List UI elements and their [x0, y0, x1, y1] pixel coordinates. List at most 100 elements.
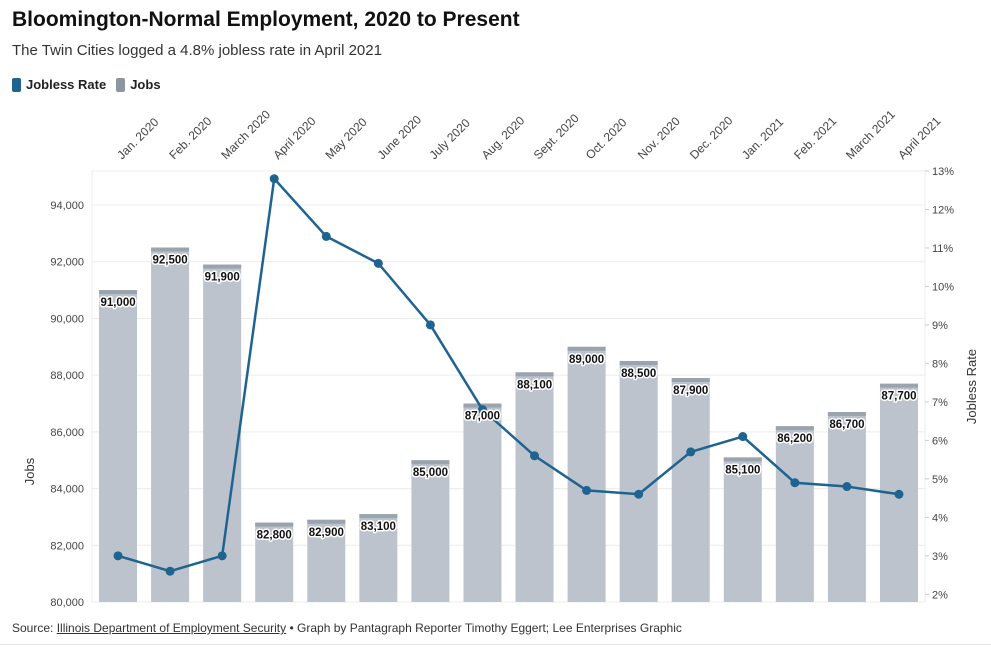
jobless-rate-point[interactable]	[113, 551, 123, 561]
footer-prefix: Source:	[12, 621, 57, 635]
x-tick-label: Aug. 2020	[479, 113, 528, 162]
jobless-rate-point[interactable]	[477, 405, 487, 415]
bar-jobs[interactable]	[775, 426, 814, 602]
jobless-rate-point[interactable]	[165, 566, 175, 576]
x-tick-label: Oct. 2020	[583, 115, 630, 162]
x-tick-label: March 2020	[218, 107, 273, 162]
x-tick-label: June 2020	[375, 112, 425, 162]
bar-data-label: 87,900	[673, 385, 708, 397]
bar-data-label: 85,000	[413, 467, 448, 479]
bar-jobs[interactable]	[463, 403, 502, 602]
jobless-rate-point[interactable]	[425, 320, 435, 330]
legend-swatch-jobless-rate	[12, 77, 21, 92]
jobless-rate-point[interactable]	[217, 551, 227, 561]
x-tick-label: July 2020	[427, 116, 473, 162]
y-tick-label-left: 82,000	[50, 540, 84, 552]
bar-cap	[99, 290, 138, 295]
y-tick-label-right: 4%	[932, 512, 948, 524]
bar-jobs[interactable]	[255, 522, 294, 602]
y-tick-label-right: 5%	[932, 474, 948, 486]
source-link[interactable]: Illinois Department of Employment Securi…	[56, 621, 287, 635]
bar-data-label: 88,500	[621, 368, 656, 380]
jobless-rate-point[interactable]	[321, 231, 331, 241]
y-tick-label-left: 80,000	[50, 597, 84, 609]
jobless-rate-point[interactable]	[894, 489, 904, 499]
bar-cap	[671, 377, 710, 382]
bar-cap	[359, 514, 398, 519]
jobless-rate-point[interactable]	[738, 432, 748, 442]
bar-jobs[interactable]	[203, 264, 242, 602]
bar-jobs[interactable]	[411, 460, 450, 602]
x-tick-label: March 2021	[843, 107, 898, 162]
bar-data-label: 87,700	[881, 391, 916, 403]
jobless-rate-point[interactable]	[634, 489, 644, 499]
x-tick-label: Sept. 2020	[531, 111, 582, 162]
footer: Source: Illinois Department of Employmen…	[12, 621, 682, 635]
bar-jobs[interactable]	[99, 290, 138, 602]
bar-data-label: 86,700	[829, 419, 864, 431]
bar-data-label: 86,200	[777, 433, 812, 445]
legend: Jobless Rate Jobs	[12, 77, 171, 92]
jobless-rate-point[interactable]	[790, 478, 800, 488]
y-tick-label-right: 7%	[932, 397, 948, 409]
x-tick-label: Jan. 2021	[739, 115, 786, 162]
legend-label-jobs: Jobs	[130, 77, 161, 92]
x-tick-label: April 2020	[270, 114, 318, 162]
bar-jobs[interactable]	[359, 514, 398, 602]
bar-jobs[interactable]	[307, 519, 346, 602]
footer-divider	[0, 644, 991, 645]
legend-item-jobless-rate[interactable]: Jobless Rate	[12, 77, 106, 92]
bar-cap	[151, 247, 190, 252]
x-tick-label: Jan. 2020	[114, 115, 161, 162]
bar-cap	[775, 426, 814, 431]
x-tick-label: Nov. 2020	[635, 114, 683, 162]
jobless-rate-point[interactable]	[842, 482, 852, 492]
jobless-rate-line	[117, 177, 900, 573]
bar-jobs[interactable]	[827, 412, 866, 602]
y-axis-title-right: Jobless Rate	[964, 349, 979, 424]
x-tick-label: May 2020	[323, 115, 370, 162]
bar-cap	[723, 457, 762, 462]
jobless-rate-point[interactable]	[686, 447, 696, 457]
y-tick-label-right: 8%	[932, 358, 948, 370]
jobless-rate-point[interactable]	[582, 485, 592, 495]
y-tick-label-right: 2%	[932, 589, 948, 601]
bar-jobs[interactable]	[671, 377, 710, 602]
bar-jobs[interactable]	[723, 457, 762, 602]
bar-data-label: 85,100	[725, 464, 760, 476]
bar-cap	[827, 412, 866, 417]
bar-jobs[interactable]	[515, 372, 554, 602]
y-tick-label-left: 94,000	[50, 200, 84, 212]
bar-data-label: 83,100	[361, 521, 396, 533]
bar-cap	[619, 360, 658, 365]
jobless-rate-point[interactable]	[530, 451, 540, 461]
bar-data-label: 91,000	[100, 297, 135, 309]
bar-data-label: 82,800	[257, 530, 292, 542]
bar-jobs[interactable]	[151, 247, 190, 602]
jobless-rate-point[interactable]	[373, 258, 383, 268]
y-tick-label-right: 12%	[932, 204, 954, 216]
legend-item-jobs[interactable]: Jobs	[116, 77, 161, 92]
footer-credit: • Graph by Pantagraph Reporter Timothy E…	[286, 621, 682, 635]
legend-swatch-jobs	[116, 77, 126, 92]
x-tick-label: Feb. 2021	[791, 114, 839, 162]
bar-cap	[255, 522, 294, 527]
bar-cap	[203, 264, 242, 269]
bar-data-label: 87,000	[465, 411, 500, 423]
y-tick-label-left: 90,000	[50, 313, 84, 325]
y-tick-label-right: 6%	[932, 435, 948, 447]
bar-data-label: 92,500	[153, 255, 188, 267]
bar-data-label: 82,900	[309, 527, 344, 539]
y-tick-label-left: 92,000	[50, 257, 84, 269]
y-tick-label-left: 84,000	[50, 484, 84, 496]
jobless-rate-point[interactable]	[269, 174, 279, 184]
bar-jobs[interactable]	[619, 360, 658, 602]
bar-jobs[interactable]	[567, 346, 606, 602]
y-tick-label-right: 11%	[932, 243, 953, 255]
bar-cap	[411, 460, 450, 465]
bar-data-label: 89,000	[569, 354, 604, 366]
y-tick-label-right: 3%	[932, 551, 948, 563]
chart-subtitle: The Twin Cities logged a 4.8% jobless ra…	[12, 42, 382, 59]
x-tick-label: Feb. 2020	[166, 114, 214, 162]
